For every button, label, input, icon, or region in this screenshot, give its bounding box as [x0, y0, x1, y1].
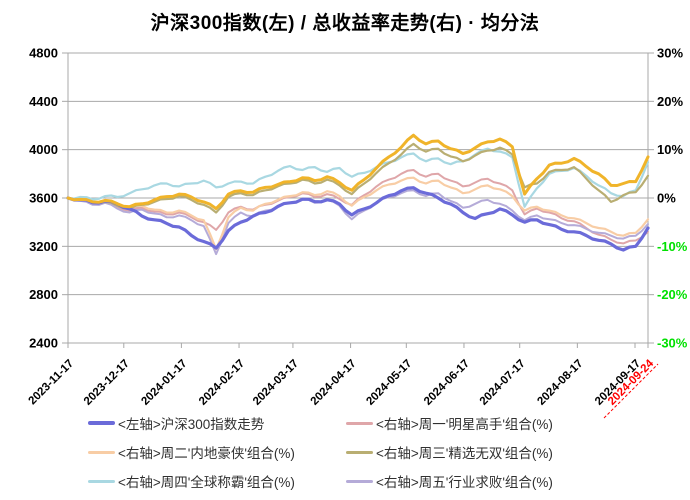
right-axis-label: 30%	[657, 46, 683, 61]
legend-label: <右轴>周四'全球称霸'组合(%)	[118, 475, 295, 490]
legend-item-5: <右轴>周五'行业求败'组合(%)	[346, 471, 616, 491]
legend-label: <右轴>周一'明星高手'组合(%)	[376, 417, 553, 432]
legend-marker-icon	[346, 479, 373, 483]
series-line-unlabeled-gold	[66, 133, 650, 211]
right-axis-label: 0%	[657, 191, 676, 206]
x-axis-label: 2024-06-17	[422, 358, 472, 408]
left-axis-label: 4800	[29, 46, 58, 61]
left-axis-label: 4400	[29, 94, 58, 109]
x-axis-label-underline	[603, 363, 659, 419]
x-axis-label: 2024-08-17	[535, 358, 585, 408]
legend-marker-icon	[88, 479, 115, 483]
legend-item-1: <右轴>周一'明星高手'组合(%)	[346, 413, 616, 433]
legend-label: <左轴>沪深300指数走势	[118, 417, 265, 432]
legend-marker-icon	[346, 450, 373, 454]
legend-item-4: <右轴>周四'全球称霸'组合(%)	[88, 471, 346, 491]
legend-item-2: <右轴>周二'内地豪侠'组合(%)	[88, 442, 346, 462]
right-axis-label: -30%	[657, 336, 688, 351]
right-axis-label: 10%	[657, 142, 683, 157]
series-line-fri-hangyeqiubai	[67, 189, 649, 256]
right-axis-label: 20%	[657, 94, 683, 109]
left-axis-label: 2400	[29, 336, 58, 351]
chart-title: 沪深300指数(左) / 总收益率走势(右) · 均分法	[150, 13, 540, 34]
x-axis-label: 2023-11-17	[26, 358, 76, 408]
x-axis-label: 2024-02-17	[197, 358, 247, 408]
left-axis-label: 3200	[29, 239, 58, 254]
x-axis-label: 2024-04-17	[309, 358, 359, 408]
series-line-wed-jingxuanwushuang	[66, 142, 650, 214]
legend-marker-icon	[88, 450, 115, 454]
x-axis-label: 2024-03-17	[251, 358, 301, 408]
x-axis-label: 2024-01-17	[139, 358, 189, 408]
series-line-tue-neidihaoxia	[66, 176, 650, 251]
legend-label: <右轴>周二'内地豪侠'组合(%)	[118, 446, 295, 461]
right-axis-label: -20%	[657, 287, 688, 302]
x-axis-label: 2024-05-17	[364, 358, 414, 408]
series-line-csi300-index	[66, 186, 650, 252]
left-axis-label: 2800	[29, 287, 58, 302]
left-axis-label: 3600	[29, 191, 58, 206]
legend-marker-icon	[346, 421, 373, 425]
legend-label: <右轴>周三'精选无双'组合(%)	[376, 446, 553, 461]
legend-item-3: <右轴>周三'精选无双'组合(%)	[346, 442, 616, 462]
left-axis-label: 4000	[29, 142, 58, 157]
series-line-thu-quanqiuchengba	[66, 147, 650, 208]
legend-item-0: <左轴>沪深300指数走势	[88, 413, 346, 433]
price-chart: 4800 30% 4400 20% 4000 10% 3600 0% 3200 -10% 2800 -…	[26, 46, 688, 419]
right-axis-label: -10%	[657, 239, 688, 254]
series-line-mon-mingxinggaoshou	[67, 169, 649, 245]
legend-label: <右轴>周五'行业求败'组合(%)	[376, 475, 553, 490]
x-axis-label: 2023-12-17	[82, 358, 132, 408]
chart-legend: <左轴>沪深300指数走势 <右轴>周一'明星高手'组合(%) <右轴>周二'内地豪…	[88, 413, 616, 491]
x-axis-label: 2024-07-17	[478, 358, 528, 408]
legend-marker-icon	[88, 421, 115, 425]
